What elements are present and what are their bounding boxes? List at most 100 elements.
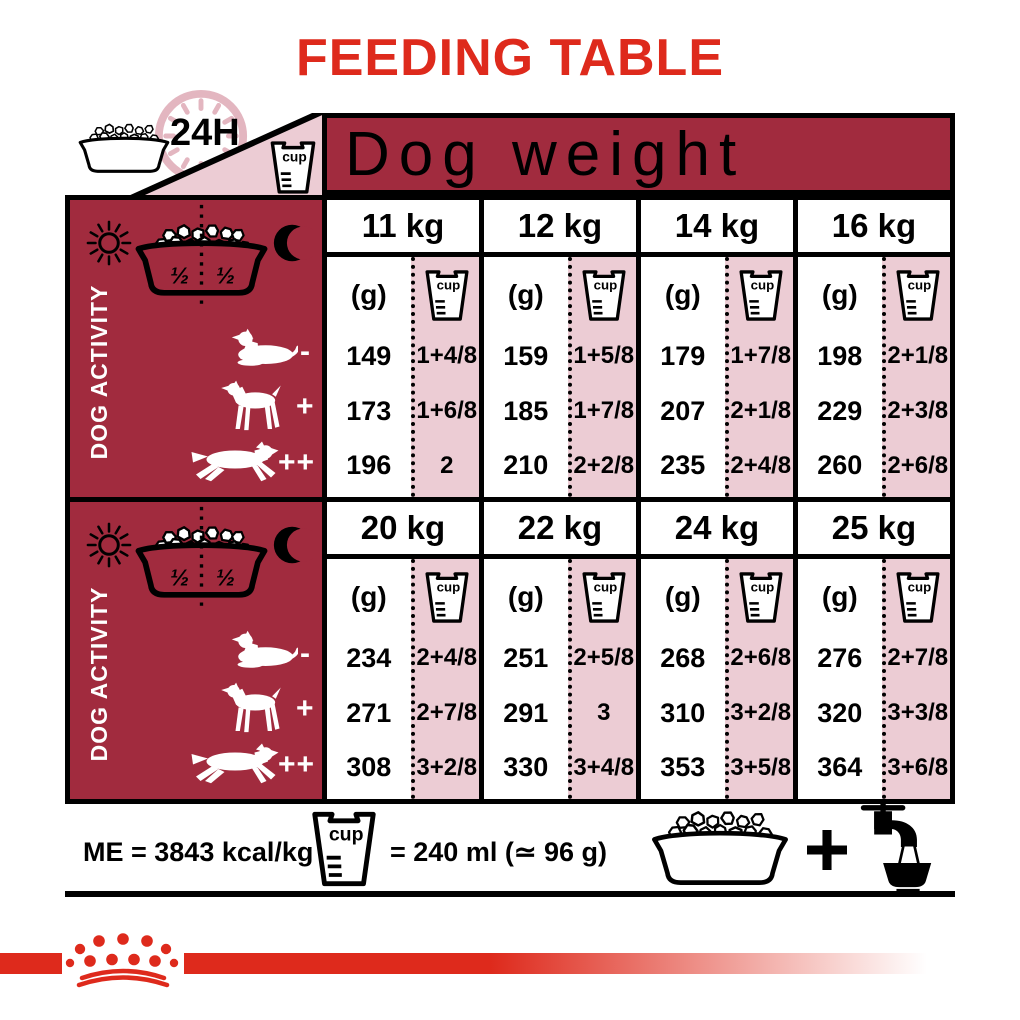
table-header-row: Dog weight — [65, 113, 955, 195]
weight-header: 11 kg — [327, 200, 479, 257]
table-footer: ME = 3843 kcal/kg = 240 ml (≃ 96 g) — [65, 804, 955, 897]
page-title: FEEDING TABLE — [295, 29, 725, 87]
measuring-cup-icon — [886, 257, 950, 333]
weight-column: 11 kg (g) 149 173 196 1+4/8 1+6/8 2 — [322, 200, 479, 497]
cup-equivalence-label: = 240 ml (≃ 96 g) — [390, 837, 607, 867]
measuring-cup-icon — [886, 559, 950, 635]
dog-weight-header: Dog weight — [322, 113, 955, 195]
measuring-cup-icon — [729, 559, 793, 635]
cups-value: 2+3/8 — [887, 397, 949, 424]
cups-value: 2+4/8 — [730, 451, 792, 479]
walking-dog-icon — [220, 678, 282, 738]
grams-unit-label: (g) — [507, 581, 544, 612]
grams-value: 251 — [503, 642, 549, 673]
cups-value: 2 — [440, 451, 454, 479]
activity-panel: DOG ACTIVITY - + ++ — [65, 502, 322, 799]
royal-canin-crown-logo — [65, 933, 179, 988]
weight-header: 12 kg — [484, 200, 636, 257]
grams-value: 229 — [817, 395, 863, 426]
brand-bar-right — [184, 953, 950, 974]
food-bowl-icon — [645, 806, 795, 888]
resting-dog-icon — [226, 624, 298, 672]
activity-level-high: ++ — [278, 748, 316, 781]
grams-value: 320 — [817, 697, 863, 728]
half-portion-bowl-icon — [125, 203, 278, 310]
grams-value: 271 — [346, 697, 392, 728]
measuring-cup-icon — [572, 559, 636, 635]
weight-column: 20 kg (g) 234 271 308 2+4/8 2+7/8 3+2 — [322, 502, 479, 799]
activity-level-medium: + — [296, 692, 314, 725]
running-dog-icon — [188, 440, 282, 482]
cups-value: 2+6/8 — [887, 451, 949, 479]
weight-column: 14 kg (g) 179 207 235 1+7/8 2+1/8 2+4 — [636, 200, 793, 497]
grams-unit-label: (g) — [350, 581, 387, 612]
grams-unit-label: (g) — [664, 279, 701, 310]
weight-header: 25 kg — [798, 502, 950, 559]
grams-value: 207 — [660, 395, 706, 426]
cups-value: 2+4/8 — [416, 644, 478, 672]
cups-value: 2+7/8 — [416, 699, 478, 726]
grams-unit-label: (g) — [821, 581, 858, 612]
cups-value: 2+1/8 — [887, 342, 949, 370]
cups-value: 3+4/8 — [573, 753, 635, 781]
cups-value: 3+2/8 — [730, 699, 792, 726]
grams-value: 310 — [660, 697, 706, 728]
grams-value: 260 — [817, 450, 863, 481]
grams-value: 185 — [503, 395, 549, 426]
cups-value: 2+5/8 — [573, 644, 635, 672]
weight-column: 12 kg (g) 159 185 210 1+5/8 1+7/8 2+2 — [479, 200, 636, 497]
measuring-cup-icon — [415, 559, 479, 635]
weight-column: 16 kg (g) 198 229 260 2+1/8 2+3/8 2+6 — [793, 200, 950, 497]
grams-value: 173 — [346, 395, 392, 426]
cups-value: 3+2/8 — [416, 753, 478, 781]
weight-header: 14 kg — [641, 200, 793, 257]
metabolizable-energy-label: ME = 3843 kcal/kg — [83, 837, 314, 867]
activity-level-medium: + — [296, 390, 314, 423]
weight-section-1: DOG ACTIVITY - + ++ 11 kg (g) 149 173 — [65, 195, 955, 502]
grams-value: 353 — [660, 752, 706, 783]
grams-value: 364 — [817, 752, 863, 783]
grams-value: 268 — [660, 642, 706, 673]
plus-icon — [807, 830, 847, 870]
moon-icon — [273, 522, 313, 568]
cups-value: 3+3/8 — [887, 699, 949, 726]
dog-activity-label: DOG ACTIVITY — [85, 284, 112, 460]
grams-unit-label: (g) — [821, 279, 858, 310]
cups-value: 2+6/8 — [730, 644, 792, 672]
measuring-cup-icon — [572, 257, 636, 333]
activity-level-low: - — [300, 637, 310, 670]
cups-value: 2+1/8 — [730, 397, 792, 424]
cups-value: 1+7/8 — [573, 397, 635, 424]
weight-header: 20 kg — [327, 502, 479, 559]
weight-header: 16 kg — [798, 200, 950, 257]
walking-dog-icon — [220, 376, 282, 436]
grams-unit-label: (g) — [507, 279, 544, 310]
weight-section-2: DOG ACTIVITY - + ++ 20 kg (g) 234 271 — [65, 502, 955, 804]
grams-value: 291 — [503, 697, 549, 728]
measuring-cup-icon — [310, 810, 378, 888]
weight-header: 24 kg — [641, 502, 793, 559]
half-portion-bowl-icon — [125, 505, 278, 612]
cups-value: 1+6/8 — [416, 397, 478, 424]
grams-value: 330 — [503, 752, 549, 783]
grams-unit-label: (g) — [664, 581, 701, 612]
moon-icon — [273, 220, 313, 266]
weight-column: 22 kg (g) 251 291 330 2+5/8 3 3+4/8 — [479, 502, 636, 799]
grams-value: 159 — [503, 340, 549, 371]
cups-value: 2+2/8 — [573, 451, 635, 479]
water-tap-icon — [851, 800, 933, 894]
cups-value: 1+7/8 — [730, 342, 792, 370]
section-2-grid: 20 kg (g) 234 271 308 2+4/8 2+7/8 3+2 — [322, 502, 955, 799]
cups-value: 3+6/8 — [887, 753, 949, 781]
grams-value: 234 — [346, 642, 392, 673]
corner-cell — [130, 113, 322, 195]
cups-value: 3 — [597, 699, 611, 726]
cups-value: 2+7/8 — [887, 644, 949, 672]
24h-label: 24H — [170, 112, 240, 154]
dog-activity-label: DOG ACTIVITY — [85, 586, 112, 762]
measuring-cup-icon — [729, 257, 793, 333]
grams-value: 308 — [346, 752, 392, 783]
activity-panel: DOG ACTIVITY - + ++ — [65, 200, 322, 497]
cups-value: 3+5/8 — [730, 753, 792, 781]
